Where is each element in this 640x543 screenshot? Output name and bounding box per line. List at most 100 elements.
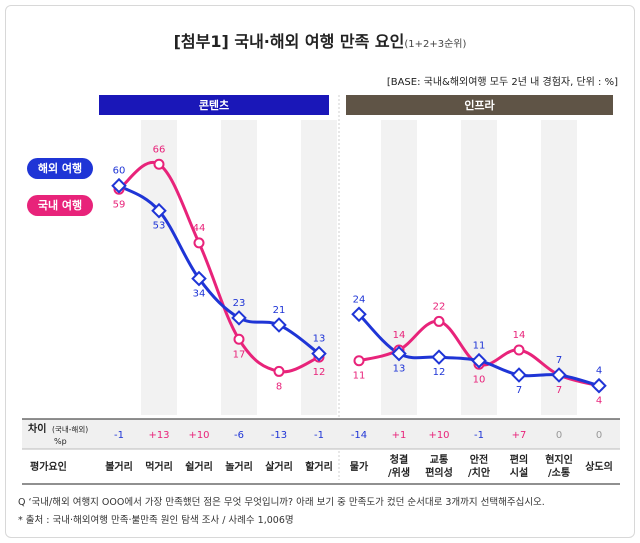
data-label-domestic: 22 — [433, 301, 446, 312]
data-label-domestic: 11 — [353, 371, 366, 382]
data-label-domestic: 4 — [596, 396, 602, 407]
data-point-overseas — [311, 345, 327, 362]
category-label: 할거리 — [305, 460, 333, 473]
data-label-overseas: 53 — [153, 221, 166, 232]
data-label-domestic: 14 — [513, 330, 526, 341]
data-label-overseas: 7 — [556, 355, 562, 366]
data-label-domestic: 8 — [276, 381, 282, 392]
diff-row-label-sub: (국내-해외) — [52, 424, 88, 434]
series-lines — [117, 160, 601, 388]
base-note: [BASE: 국내&해외여행 모두 2년 내 경험자, 단위 : %] — [386, 77, 618, 88]
diff-row-background — [22, 419, 620, 449]
column-band — [301, 120, 337, 415]
column-band — [381, 120, 417, 415]
chart-title-sub: (1+2+3순위) — [404, 39, 467, 50]
data-label-overseas: 21 — [273, 305, 286, 316]
data-point-overseas — [231, 310, 247, 326]
legend-domestic: 국내 여행 — [27, 195, 93, 216]
diff-value: +1 — [392, 430, 407, 441]
category-label: /치안 — [468, 466, 491, 479]
data-label-overseas: 4 — [596, 366, 602, 377]
diff-value: +7 — [512, 430, 527, 441]
category-label: 쉴거리 — [185, 460, 213, 473]
data-point-overseas — [351, 306, 367, 323]
data-label-domestic: 59 — [113, 199, 126, 210]
category-label: 편의 — [510, 453, 528, 466]
difference-row: 차이 (국내-해외) %p -1 +13 +10 -6 -13 -1 -14 +1 +10 -1 +7 0 0 — [22, 418, 620, 449]
diff-value: -1 — [114, 430, 124, 441]
data-label-overseas: 23 — [233, 298, 246, 309]
category-label: 볼거리 — [105, 460, 133, 473]
data-label-overseas: 60 — [113, 166, 126, 177]
group-header-label: 콘텐츠 — [199, 98, 229, 112]
data-point-domestic — [193, 237, 205, 249]
group-headers: 콘텐츠 인프라 — [99, 95, 613, 115]
data-point-overseas — [511, 367, 527, 383]
data-label-overseas: 11 — [473, 341, 486, 352]
category-label: 상도의 — [585, 460, 613, 473]
data-labels: 59 66 44 17 8 12 11 14 22 10 14 7 4 60 53 34 23 21 13 24 13 1… — [113, 144, 603, 406]
diff-value: -14 — [351, 430, 367, 441]
category-label: /소통 — [548, 467, 570, 479]
diff-value: 0 — [596, 430, 602, 441]
diff-value: -1 — [474, 430, 484, 441]
data-point-domestic — [153, 158, 165, 170]
column-band — [461, 120, 497, 415]
diff-value: -6 — [234, 430, 244, 441]
diff-value: +10 — [188, 430, 209, 441]
data-point-overseas — [111, 177, 127, 194]
data-label-overseas: 7 — [516, 385, 522, 396]
chart-title: [첨부1] 국내·해외 여행 만족 요인(1+2+3순위) — [0, 28, 640, 52]
data-label-overseas: 12 — [433, 367, 446, 378]
data-point-overseas — [151, 202, 167, 219]
category-label: 물가 — [350, 460, 369, 473]
category-label: 안전 — [470, 453, 488, 466]
category-label: 살거리 — [265, 460, 293, 473]
data-point-overseas — [191, 270, 207, 287]
diff-value: -13 — [271, 430, 287, 441]
data-point-domestic — [273, 365, 285, 377]
category-label: 먹거리 — [145, 460, 173, 473]
category-label: /위생 — [388, 466, 410, 479]
data-label-overseas: 24 — [353, 294, 366, 305]
diff-row-label-unit: %p — [54, 437, 67, 446]
data-label-domestic: 66 — [153, 144, 166, 155]
data-label-domestic: 10 — [473, 374, 486, 385]
column-bands — [141, 95, 577, 480]
question-note: Q ‘국내/해외 여행지 OOO에서 가장 만족했던 점은 무엇 무엇입니까? … — [18, 497, 545, 508]
category-label: 현지인 — [545, 453, 573, 466]
group-header-bar — [346, 95, 613, 115]
factor-row-label: 평가요인 — [30, 460, 67, 473]
data-label-domestic: 44 — [193, 223, 206, 234]
data-point-overseas — [591, 377, 607, 394]
data-point-overseas — [271, 317, 287, 333]
category-label: 편의성 — [425, 466, 453, 479]
diff-value: +10 — [428, 430, 449, 441]
category-label: 시설 — [510, 466, 528, 479]
group-header-bar — [99, 95, 329, 115]
data-point-domestic — [433, 315, 445, 327]
group-header-label: 인프라 — [464, 98, 495, 112]
diff-value: -1 — [314, 430, 324, 441]
category-label: 청결 — [390, 453, 408, 466]
data-point-overseas — [391, 345, 407, 362]
category-label: 교통 — [430, 454, 448, 466]
legend-overseas: 해외 여행 — [27, 158, 93, 179]
column-band — [221, 120, 257, 415]
data-label-domestic: 14 — [393, 330, 406, 341]
data-label-overseas: 13 — [313, 334, 326, 345]
chart-title-main: [첨부1] 국내·해외 여행 만족 요인 — [173, 32, 405, 51]
data-label-domestic: 12 — [313, 367, 326, 378]
data-point-domestic — [353, 355, 365, 367]
data-point-overseas — [431, 349, 447, 365]
data-point-domestic — [233, 333, 245, 345]
source-note: * 출처 : 국내·해외여행 만족·불만족 원인 탐색 조사 / 사례수 1,0… — [18, 515, 294, 526]
diff-row-label: 차이 — [28, 422, 46, 435]
data-label-overseas: 34 — [193, 289, 206, 300]
data-point-overseas — [551, 367, 567, 383]
data-label-domestic: 7 — [556, 385, 562, 396]
data-label-overseas: 13 — [393, 364, 406, 375]
category-label: 놀거리 — [225, 460, 253, 473]
